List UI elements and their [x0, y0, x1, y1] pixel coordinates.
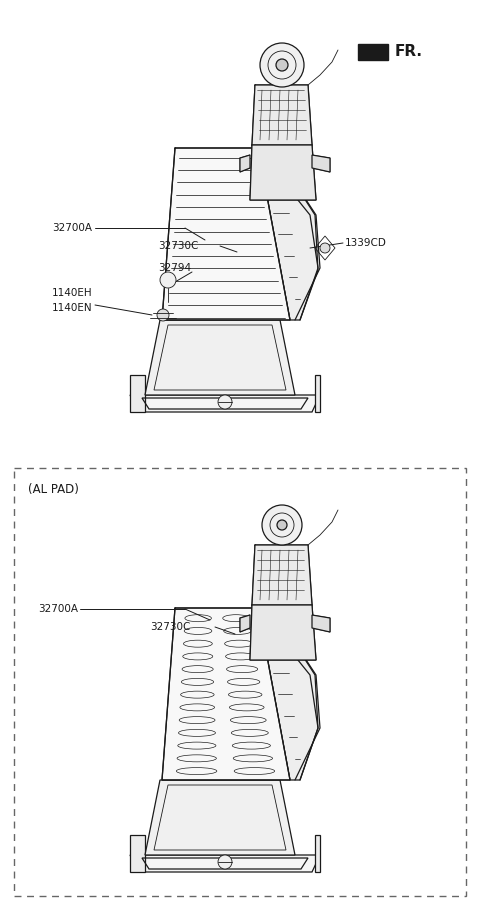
Polygon shape: [145, 320, 295, 395]
Polygon shape: [315, 375, 320, 412]
Text: 1339CD: 1339CD: [345, 238, 387, 248]
Text: 32730C: 32730C: [150, 622, 191, 632]
Polygon shape: [252, 545, 312, 605]
Text: 32794: 32794: [158, 263, 191, 273]
Polygon shape: [145, 780, 295, 855]
Polygon shape: [250, 145, 316, 200]
Text: 32730C: 32730C: [158, 241, 198, 251]
Polygon shape: [252, 85, 312, 145]
Circle shape: [218, 395, 232, 409]
Polygon shape: [130, 395, 320, 412]
Circle shape: [160, 272, 176, 288]
Circle shape: [277, 520, 287, 530]
Polygon shape: [162, 608, 290, 780]
Polygon shape: [250, 605, 316, 660]
Polygon shape: [240, 615, 250, 632]
Polygon shape: [358, 44, 388, 60]
Circle shape: [276, 59, 288, 71]
Polygon shape: [256, 148, 318, 320]
Polygon shape: [130, 855, 320, 872]
Circle shape: [262, 505, 302, 545]
Circle shape: [218, 855, 232, 869]
Polygon shape: [315, 835, 320, 872]
Circle shape: [157, 309, 169, 321]
Polygon shape: [130, 835, 145, 872]
Text: 1140EN: 1140EN: [51, 303, 92, 313]
Polygon shape: [256, 608, 318, 780]
Text: FR.: FR.: [395, 45, 423, 59]
Text: (AL PAD): (AL PAD): [28, 484, 79, 496]
Text: 32700A: 32700A: [38, 604, 78, 614]
Text: 1140EH: 1140EH: [51, 288, 92, 298]
Bar: [14, 468, 466, 896]
Polygon shape: [162, 148, 290, 320]
Circle shape: [320, 243, 330, 253]
Polygon shape: [312, 155, 330, 172]
Text: 32700A: 32700A: [52, 223, 92, 233]
Polygon shape: [130, 375, 145, 412]
Circle shape: [260, 43, 304, 87]
Polygon shape: [240, 155, 250, 172]
Polygon shape: [312, 615, 330, 632]
